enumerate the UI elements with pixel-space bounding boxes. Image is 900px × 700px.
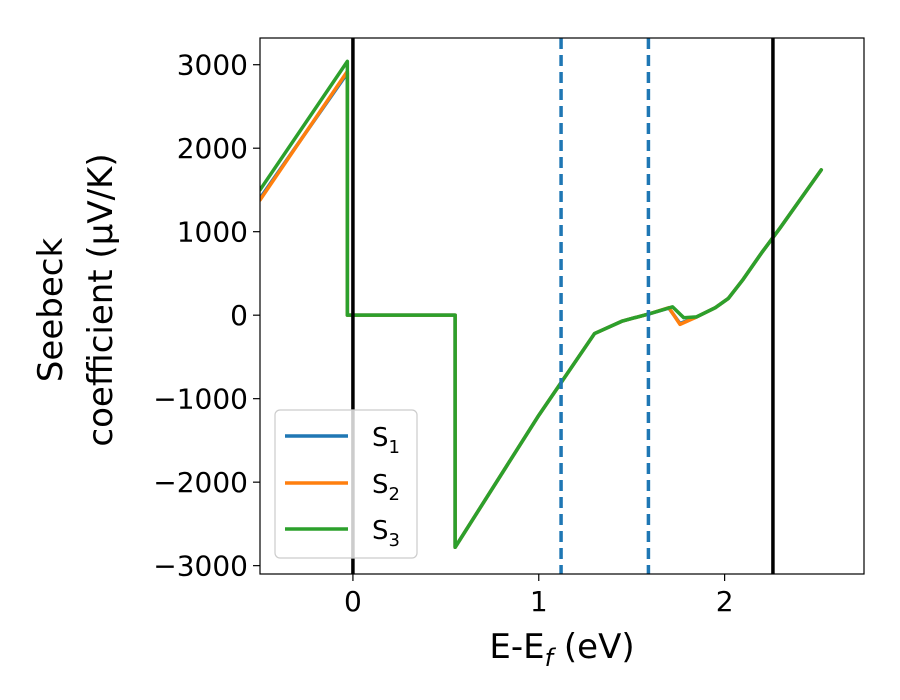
x-tick-label: 1 (530, 585, 548, 618)
y-tick-label: 2000 (177, 132, 248, 165)
x-tick-label: 2 (716, 585, 734, 618)
x-tick-label: 0 (344, 585, 362, 618)
series-line-s3 (260, 59, 824, 550)
y-axis-ticks: −3000 −2000 −1000 0 1000 2000 3000 (153, 49, 260, 583)
y-tick-label: −1000 (153, 383, 248, 416)
y-tick-label: 3000 (177, 49, 248, 82)
legend-label-s2: S2 (372, 470, 400, 505)
y-tick-label: −2000 (153, 466, 248, 499)
x-axis-ticks: 0 1 2 (344, 574, 734, 618)
y-tick-label: −3000 (153, 550, 248, 583)
y-axis-label: Seebeck coefficient (μV/K) (31, 153, 121, 446)
legend-label-s3: S3 (372, 516, 400, 551)
data-layer (260, 38, 824, 574)
y-axis-label-line2: coefficient (μV/K) (81, 153, 121, 446)
legend: S1 S2 S3 (274, 409, 418, 559)
x-axis-label: E-Ef (eV) (489, 627, 634, 672)
y-tick-label: 1000 (177, 216, 248, 249)
plot-frame (259, 37, 865, 575)
legend-label-s1: S1 (372, 423, 400, 458)
y-axis-label-line1: Seebeck (31, 238, 71, 383)
y-tick-label: 0 (230, 299, 248, 332)
